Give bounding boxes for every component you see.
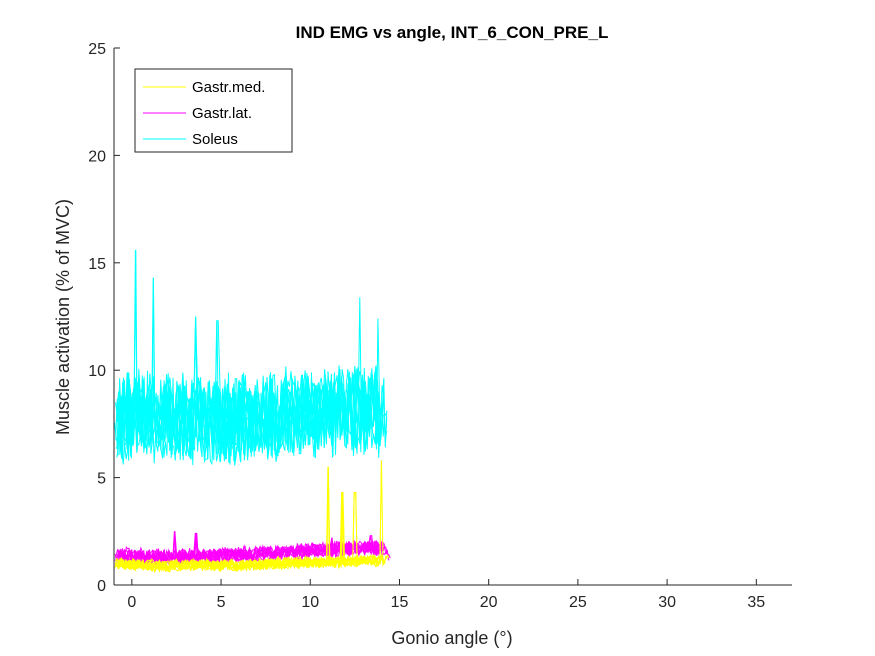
series-trace-soleus (116, 316, 381, 466)
legend-label: Gastr.lat. (192, 105, 252, 122)
x-tick-label: 35 (747, 594, 765, 611)
y-tick-label: 20 (88, 148, 106, 165)
data-traces (114, 249, 391, 574)
y-tick-label: 10 (88, 363, 106, 380)
legend-label: Soleus (192, 131, 238, 148)
plot-area: 0 5 10 15 20 25 30 35 0 5 10 15 20 25 (88, 41, 792, 611)
y-tick-label: 15 (88, 256, 106, 273)
y-axis-label: Muscle activation (% of MVC) (53, 199, 73, 435)
chart-title: IND EMG vs angle, INT_6_CON_PRE_L (296, 23, 609, 42)
x-tick-label: 30 (658, 594, 676, 611)
axes: 0 5 10 15 20 25 30 35 0 5 10 15 20 25 (88, 41, 792, 611)
x-tick-label: 5 (217, 594, 226, 611)
x-tick-label: 0 (127, 594, 136, 611)
x-tick-label: 20 (480, 594, 498, 611)
x-tick-label: 15 (391, 594, 409, 611)
y-tick-label: 5 (97, 471, 106, 488)
y-tick-label: 0 (97, 578, 106, 595)
legend-label: Gastr.med. (192, 79, 265, 96)
legend-box (134, 68, 293, 153)
series-trace-gastr-med- (114, 492, 386, 572)
legend: Gastr.med. Gastr.lat. Soleus (134, 68, 293, 153)
y-tick-label: 25 (88, 41, 106, 58)
x-axis-label: Gonio angle (°) (391, 628, 512, 648)
x-tick-label: 10 (301, 594, 319, 611)
series-trace-soleus (114, 320, 378, 461)
series-trace-soleus (116, 249, 383, 465)
x-tick-label: 25 (569, 594, 587, 611)
